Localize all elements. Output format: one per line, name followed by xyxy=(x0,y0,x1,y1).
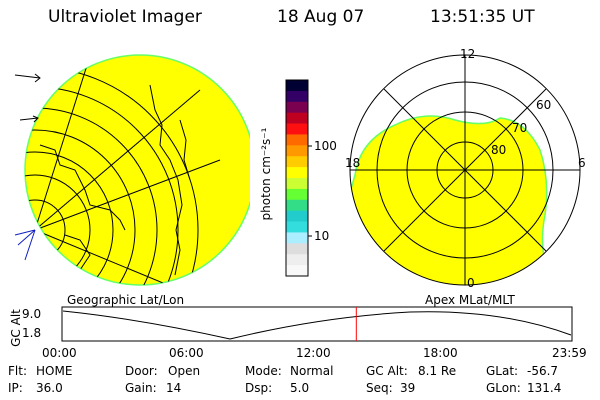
glat-label: GLat: xyxy=(486,364,519,378)
colorbar-band xyxy=(286,254,308,266)
timeline-ytick-9: 9.0 xyxy=(22,307,42,321)
ip-label: IP: xyxy=(8,381,23,395)
timeline-xtick-1800: 18:00 xyxy=(423,346,458,360)
gc-alt-label: GC Alt: xyxy=(366,364,408,378)
colorbar xyxy=(285,79,312,277)
flt-value: HOME xyxy=(36,364,73,378)
colorbar-band xyxy=(286,265,308,277)
polar-ring-60: 60 xyxy=(536,98,552,112)
seq-label: Seq: xyxy=(366,381,393,395)
mode-value: Normal xyxy=(290,364,334,378)
colorbar-tick-100: 100 xyxy=(314,139,337,153)
mode-label: Mode: xyxy=(245,364,282,378)
colorbar-band xyxy=(286,101,308,114)
gain-value: 14 xyxy=(166,381,182,395)
polar-label-18: 18 xyxy=(345,156,361,170)
polar-label-12: 12 xyxy=(460,47,476,61)
glon-label: GLon: xyxy=(486,381,521,395)
colorbar-band xyxy=(286,112,308,125)
observation-time: 13:51:35 UT xyxy=(430,7,535,27)
timeline-xtick-0600: 06:00 xyxy=(169,346,204,360)
flt-label: Flt: xyxy=(8,364,27,378)
colorbar-band xyxy=(286,123,308,135)
polar-plot xyxy=(349,54,581,286)
door-label: Door: xyxy=(125,364,158,378)
colorbar-band xyxy=(286,90,308,103)
colorbar-unit-label: photon cm⁻²s⁻¹ xyxy=(259,127,273,221)
dsp-label: Dsp: xyxy=(245,381,273,395)
altitude-curve xyxy=(62,310,572,340)
gc-alt-value: 8.1 Re xyxy=(418,364,457,378)
colorbar-band xyxy=(286,210,308,223)
apex-panel-label: Apex MLat/MLT xyxy=(425,293,515,307)
gain-label: Gain: xyxy=(125,381,157,395)
timeline-xtick-0000: 00:00 xyxy=(42,346,77,360)
geographic-map xyxy=(14,54,250,286)
instrument-title: Ultraviolet Imager xyxy=(48,7,202,27)
colorbar-band xyxy=(286,199,308,212)
aurora-oval xyxy=(350,115,548,285)
colorbar-band xyxy=(286,145,308,157)
colorbar-band xyxy=(286,134,308,146)
observation-date: 18 Aug 07 xyxy=(277,7,365,27)
altitude-timeline xyxy=(61,306,573,342)
glon-value: 131.4 xyxy=(527,381,562,395)
colorbar-band xyxy=(286,80,308,92)
polar-label-0: 0 xyxy=(467,276,475,290)
colorbar-band xyxy=(286,156,308,168)
colorbar-band xyxy=(286,188,308,201)
glat-value: -56.7 xyxy=(527,364,559,378)
door-value: Open xyxy=(168,364,201,378)
colorbar-band xyxy=(286,167,308,179)
colorbar-tick-10: 10 xyxy=(314,229,330,243)
polar-ring-80: 80 xyxy=(491,143,507,157)
aurora-disk xyxy=(24,54,250,286)
timeline-xtick-2359: 23:59 xyxy=(552,346,587,360)
colorbar-band xyxy=(286,243,308,255)
timeline-axis-label: GC Alt xyxy=(9,309,23,347)
timeline-xtick-1200: 12:00 xyxy=(296,346,331,360)
timeline-ytick-1: 1.8 xyxy=(22,326,42,340)
dsp-value: 5.0 xyxy=(290,381,310,395)
ip-value: 36.0 xyxy=(36,381,63,395)
seq-value: 39 xyxy=(400,381,416,395)
geographic-panel-label: Geographic Lat/Lon xyxy=(67,293,185,307)
polar-label-6: 6 xyxy=(578,156,586,170)
colorbar-band xyxy=(286,178,308,190)
polar-ring-70: 70 xyxy=(512,121,528,135)
colorbar-band xyxy=(286,232,308,244)
colorbar-band xyxy=(286,221,308,233)
